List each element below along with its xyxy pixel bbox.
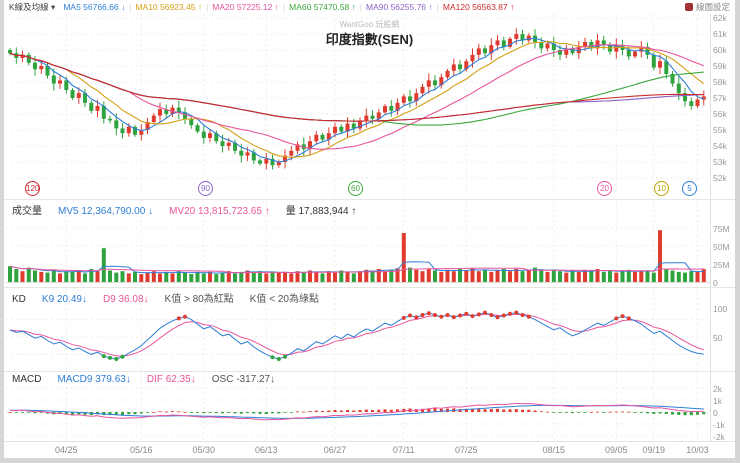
ma-toggle-ma90[interactable]: MA90 56255.76 ↑ [366,2,433,12]
osc-label[interactable]: OSC -317.27↓ [211,374,276,385]
y-axis-label: 54k [713,141,727,151]
candlestick-chart[interactable] [4,14,735,199]
ma-toggle-ma60[interactable]: MA60 57470.58 ↑ [289,2,356,12]
volume-title: 成交量 [12,206,42,217]
mv5-label[interactable]: MV5 12,364,790.00 ↓ [58,206,154,217]
ma-period-badge: 5 [682,181,697,196]
y-axis-label: 58k [713,77,727,87]
y-axis-label: 0 [713,408,718,418]
y-axis-label: 75M [713,224,730,234]
chart-settings-button[interactable]: 線圖設定 [684,1,730,13]
y-axis-label: 59k [713,61,727,71]
x-axis-date: 09/19 [642,445,666,455]
kd-labels-row: KD K9 20.49↓ D9 36.08↓ K值 > 80為紅點 K值 < 20為綠點 [12,290,335,305]
x-axis-date: 04/25 [54,445,78,455]
y-axis-label: 2k [713,384,722,394]
y-axis-label: 55k [713,125,727,135]
separator: | [282,2,286,12]
volume-panel: 成交量 MV5 12,364,790.00 ↓ MV20 13,815,723.65… [4,199,735,288]
separator: | [206,2,209,12]
ma-toggle-ma20[interactable]: MA20 57225.12 ↑ [212,2,279,12]
y-axis-label: 62k [713,13,727,23]
y-axis-label: 25M [713,260,730,270]
mv20-label[interactable]: MV20 13,815,723.65 ↑ [169,206,270,217]
y-axis-label: 52k [713,173,727,183]
kd-note-red: K值 > 80為紅點 [164,294,234,305]
y-axis-label: 56k [713,109,727,119]
y-axis-label: 50 [713,333,723,343]
ma-label-list: MA5 56766.66 ↓ | MA10 56923.45 ↑ | MA20 5722… [63,2,514,12]
volume-chart[interactable] [4,200,735,288]
macd-labels-row: MACD MACD9 379.63↓ DIF 62.35↓ OSC -317.27↓ [12,374,291,385]
ma-period-badge: 120 [25,181,40,196]
separator: | [129,2,132,12]
macd-chart[interactable] [4,372,735,442]
y-axis-label: 100 [713,304,728,314]
y-axis-label: 53k [713,157,727,167]
ma-period-badge: 20 [597,181,612,196]
ma-toggle-ma120[interactable]: MA120 56563.87 ↑ [442,2,515,12]
page-title: 印度指數(SEN) [325,32,414,47]
separator: | [436,2,439,12]
x-axis: 04/25 05/16 05/30 06/13 06/27 07/11 07/25 08/15… [4,441,735,459]
y-axis-label: 60k [713,45,727,55]
x-axis-date: 06/13 [254,445,278,455]
k9-label[interactable]: K9 20.49↓ [41,294,87,305]
x-axis-date: 06/27 [323,445,347,455]
ma-period-badge: 90 [198,181,213,196]
kline-ma-dropdown[interactable]: K線及均線 ▾ [9,2,56,12]
y-axis-label: 0 [713,278,718,288]
macd-title: MACD [12,374,42,385]
watermark: WantGoo 玩股網 [339,20,400,29]
y-axis-label: 1k [713,396,722,406]
y-axis-label: 50M [713,242,730,252]
stock-chart-app: K線及均線 ▾ MA5 56766.66 ↓ | MA10 56923.45 ↑ | M… [4,0,735,458]
dif-label[interactable]: DIF 62.35↓ [146,374,196,385]
y-axis-label: -1k [713,420,725,430]
x-axis-date: 05/16 [129,445,153,455]
x-axis-date: 07/25 [454,445,478,455]
y-axis-label: 57k [713,93,727,103]
x-axis-date: 07/11 [392,445,415,455]
x-axis-date: 09/05 [604,445,628,455]
kd-chart[interactable] [4,288,735,372]
x-axis-date: 08/15 [542,445,566,455]
macd-panel: MACD MACD9 379.63↓ DIF 62.35↓ OSC -317.27↓ … [4,371,735,442]
kd-note-green: K值 < 20為綠點 [249,294,319,305]
x-axis-date: 10/03 [686,445,709,455]
settings-icon [684,3,693,11]
x-axis-date: 05/30 [192,445,216,455]
kd-panel: KD K9 20.49↓ D9 36.08↓ K值 > 80為紅點 K值 < 20為綠點… [4,287,735,372]
ma-period-badge: 10 [654,181,669,196]
kd-title: KD [12,294,26,305]
y-axis-label: 61k [713,29,727,39]
volume-labels-row: 成交量 MV5 12,364,790.00 ↓ MV20 13,815,723.65… [12,202,372,217]
ma-toggle-ma10[interactable]: MA10 56923.45 ↑ [135,2,203,12]
chart-settings-label: 線圖設定 [695,2,730,12]
price-panel: WantGoo 玩股網 印度指數(SEN) 62k 61k 60k 59k 58k 57k… [4,13,735,199]
d9-label[interactable]: D9 36.08↓ [102,294,149,305]
ma-toggle-ma5[interactable]: MA5 56766.66 ↓ [63,2,126,12]
ma-period-badge: 60 [348,181,363,196]
separator: | [359,2,363,12]
macd9-label[interactable]: MACD9 379.63↓ [57,374,131,385]
indicator-toolbar: K線及均線 ▾ MA5 56766.66 ↓ | MA10 56923.45 ↑ | M… [4,0,735,14]
y-axis-label: -2k [713,432,725,442]
volume-value-label: 量 17,883,944 ↑ [285,206,357,217]
